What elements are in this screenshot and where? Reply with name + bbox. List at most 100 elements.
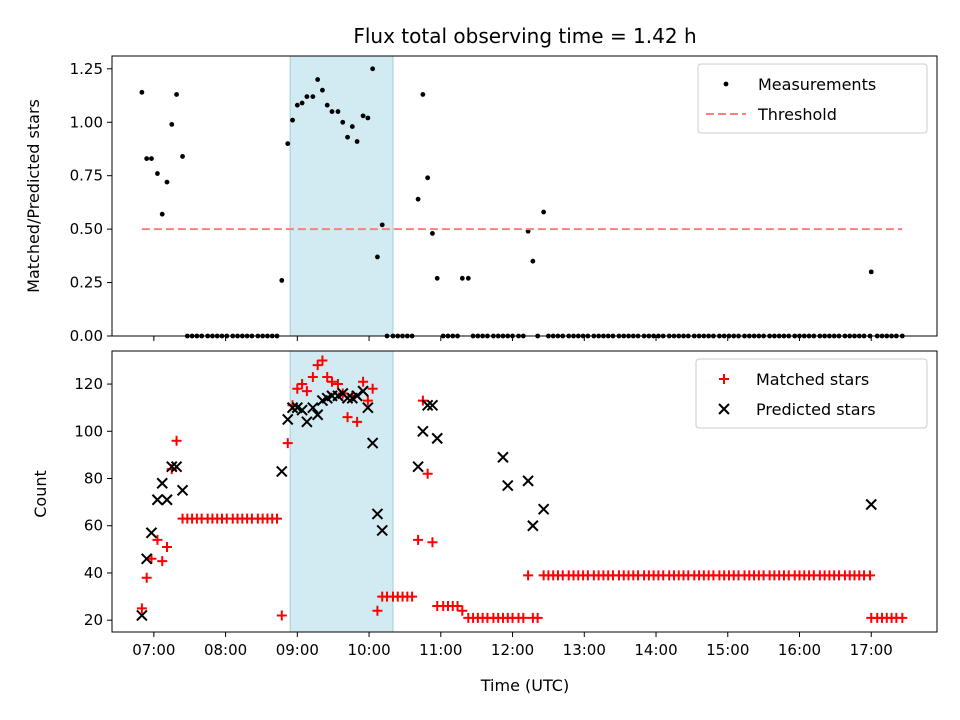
predicted-stars-point xyxy=(502,479,514,492)
measurement-point xyxy=(420,92,426,97)
measurement-point xyxy=(345,134,350,140)
predicted-stars-point xyxy=(357,385,369,397)
measurement-point xyxy=(320,87,325,93)
y-tick-label: 0.00 xyxy=(70,327,103,345)
predicted-stars-point xyxy=(176,484,189,497)
measurement-point xyxy=(294,102,300,108)
matched-stars-point xyxy=(152,534,163,545)
measurement-point xyxy=(541,209,547,215)
x-tick-label: 15:00 xyxy=(706,641,749,659)
measurement-point xyxy=(174,92,179,97)
measurement-point xyxy=(324,102,330,108)
legend: Measurements Threshold xyxy=(697,63,928,134)
predicted-stars-point xyxy=(421,399,434,412)
legend: Matched stars Predicted stars xyxy=(695,358,928,429)
predicted-stars-point xyxy=(341,392,354,404)
bottom-y-axis-label: Count xyxy=(31,470,50,518)
predicted-stars-point xyxy=(145,527,158,539)
predicted-stars-point xyxy=(371,508,384,520)
measurement-point xyxy=(144,156,150,161)
axes-frame xyxy=(111,55,938,337)
measurement-point xyxy=(335,109,341,114)
predicted-stars-point xyxy=(156,477,168,489)
matched-stars-point xyxy=(897,612,908,623)
matched-stars-point xyxy=(171,435,182,446)
matched-stars-point xyxy=(272,513,282,524)
predicted-stars-point xyxy=(426,399,439,412)
measurement-point xyxy=(290,117,295,123)
top-panel-ratio: 0.00 0.25 0.50 0.75 1.00 1.25 Measurements Thre… xyxy=(70,55,938,345)
matched-stars-point xyxy=(342,412,353,423)
measurement-point xyxy=(169,121,175,127)
matched-stars-point xyxy=(452,601,463,612)
predicted-stars-point xyxy=(311,409,324,421)
matched-stars-point xyxy=(367,383,378,394)
x-tick-label: 14:00 xyxy=(634,641,677,659)
predicted-stars-point xyxy=(417,425,429,437)
predicted-stars-point xyxy=(366,437,379,449)
predicted-stars-point xyxy=(522,475,534,487)
measurement-point xyxy=(425,175,431,181)
predicted-stars-point xyxy=(431,432,443,445)
measurement-point xyxy=(180,154,185,159)
x-tick-label: 13:00 xyxy=(563,641,606,659)
observing-window-span xyxy=(289,350,394,633)
matched-stars-point xyxy=(362,395,373,406)
predicted-stars-point xyxy=(140,553,153,565)
matched-stars-point xyxy=(518,612,529,623)
predicted-stars-point xyxy=(537,503,550,515)
measurement-point xyxy=(530,258,536,264)
matched-stars-point xyxy=(327,376,337,387)
y-tick-label: 120 xyxy=(74,375,103,393)
matched-stars-point xyxy=(292,383,303,394)
matched-stars-point xyxy=(317,355,328,366)
x-tick-label: 10:00 xyxy=(347,641,390,659)
y-tick-label: 0.50 xyxy=(70,220,103,238)
y-tick-label: 60 xyxy=(84,517,103,535)
legend-label: Threshold xyxy=(757,105,837,124)
y-tick-label: 100 xyxy=(74,422,103,440)
measurement-point xyxy=(434,275,440,281)
matched-stars-point xyxy=(157,556,168,567)
matched-stars-point xyxy=(276,610,287,621)
matched-stars-point xyxy=(282,438,293,449)
measurement-point xyxy=(304,94,310,100)
measurement-point xyxy=(354,139,360,144)
predicted-stars-point xyxy=(718,403,730,415)
x-tick-label: 17:00 xyxy=(850,641,893,659)
predicted-stars-point xyxy=(170,460,183,473)
predicted-stars-point xyxy=(527,520,539,532)
measurement-point xyxy=(430,231,435,236)
legend-box xyxy=(695,358,928,429)
x-tick-label: 08:00 xyxy=(204,641,247,659)
predicted-stars-point xyxy=(286,401,299,414)
axes-frame xyxy=(111,350,938,633)
measurement-point xyxy=(279,278,285,283)
matched-stars-point xyxy=(422,468,433,479)
predicted-stars-point xyxy=(376,524,388,537)
measurement-point xyxy=(310,94,316,100)
top-y-axis-label: Matched/Predicted stars xyxy=(24,99,43,293)
y-tick-label: 1.25 xyxy=(70,60,103,78)
matched-stars-point xyxy=(407,591,418,602)
x-tick-label: 12:00 xyxy=(491,641,534,659)
matched-stars-point xyxy=(322,371,333,382)
measurement-point xyxy=(370,66,376,72)
measurement-point xyxy=(149,156,154,161)
y-tick-label: 40 xyxy=(84,564,103,582)
measurement-point xyxy=(139,89,145,95)
predicted-stars-point xyxy=(166,460,178,473)
measurement-point xyxy=(285,141,291,147)
legend-label: Predicted stars xyxy=(756,400,876,419)
matched-stars-point xyxy=(146,553,157,564)
legend-label: Matched stars xyxy=(756,370,869,389)
measurement-point xyxy=(299,100,305,106)
matched-stars-point xyxy=(307,371,318,382)
x-tick-label: 07:00 xyxy=(132,641,175,659)
matched-stars-point xyxy=(532,612,543,623)
x-tick-label: 11:00 xyxy=(419,641,462,659)
matched-stars-point xyxy=(719,374,729,384)
x-tick-label: 16:00 xyxy=(778,641,821,659)
bottom-panel-counts: 07:00 08:00 09:00 10:00 11:00 12:00 13:00 14:00… xyxy=(74,350,938,659)
